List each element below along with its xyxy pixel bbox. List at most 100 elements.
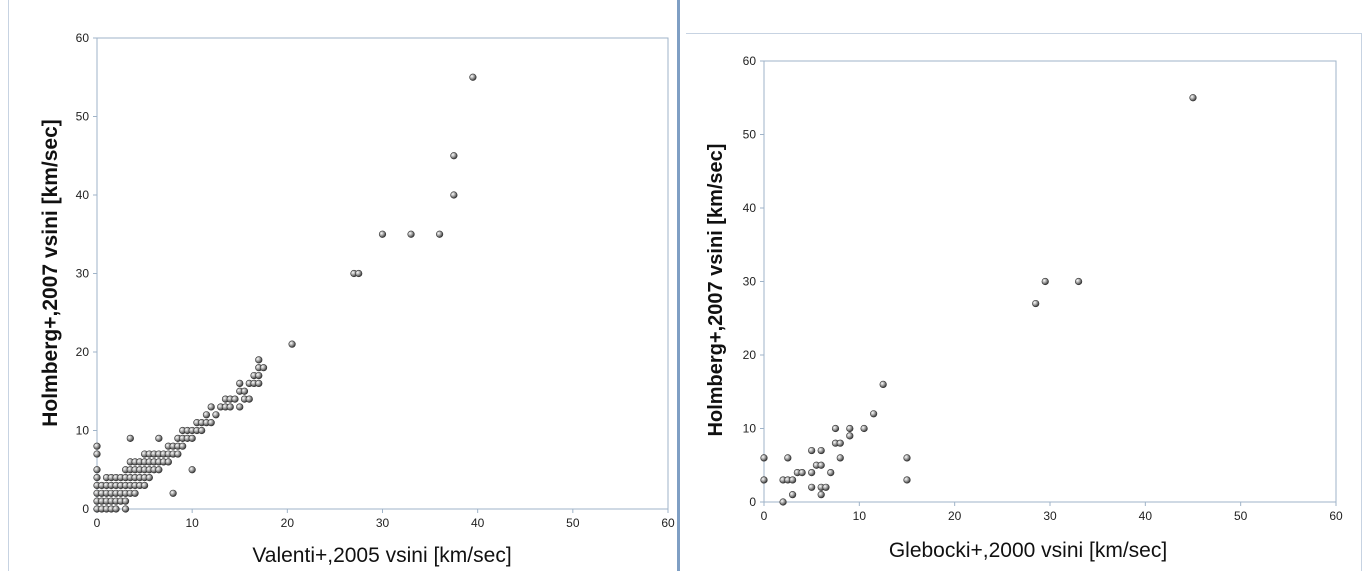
x-axis-label: Glebocki+,2000 vsini [km/sec]: [889, 539, 1167, 562]
data-point: [784, 454, 792, 462]
y-tick-label: 10: [76, 424, 90, 438]
y-axis-label: Holmberg+,2007 vsini [km/sec]: [39, 119, 62, 427]
points-group: [760, 94, 1197, 506]
right-chart-panel: 0 10 20 30 40 50 60 0 10 20 30 40 50 60 Glebocki+,20…: [682, 0, 1368, 571]
x-tick-label: 40: [1139, 509, 1153, 523]
data-point: [788, 476, 797, 484]
right-panel-top-border: [686, 33, 1362, 34]
data-point: [436, 230, 444, 238]
y-tick-label: 30: [743, 275, 757, 289]
y-tick-label: 50: [76, 110, 90, 124]
left-scatter-chart: 0 10 20 30 40 50 60 0 10 20 30 40 50 60 Valenti+,200…: [39, 31, 675, 567]
data-point: [188, 466, 196, 474]
data-point: [231, 395, 239, 403]
data-point: [174, 450, 182, 458]
right-panel-right-border: [1361, 33, 1362, 571]
data-point: [808, 483, 816, 491]
data-point: [236, 403, 244, 411]
data-point: [836, 454, 844, 462]
data-point: [355, 269, 363, 278]
x-tick-label: 50: [566, 516, 580, 530]
data-point: [1032, 299, 1040, 308]
data-point: [831, 424, 840, 433]
x-ticks-group: 0 10 20 30 40 50 60: [94, 509, 675, 530]
data-point: [846, 424, 854, 433]
data-point: [827, 469, 835, 477]
data-point: [903, 454, 911, 462]
data-point: [817, 446, 825, 455]
y-tick-label: 10: [743, 422, 757, 436]
data-point: [112, 505, 120, 513]
data-point: [245, 395, 253, 403]
data-point: [879, 380, 887, 389]
data-point: [1189, 94, 1197, 102]
data-point: [817, 491, 825, 499]
data-point: [198, 426, 206, 435]
data-point: [155, 434, 163, 442]
panel-divider: [677, 0, 680, 571]
y-axis-label-visible: Holmberg+,2007 vsini [km/sec]: [705, 144, 727, 437]
data-point: [236, 379, 244, 388]
data-point: [288, 340, 296, 348]
data-point: [407, 230, 415, 238]
data-point: [207, 403, 215, 411]
left-panel-border: [8, 0, 9, 571]
y-tick-label: 50: [743, 128, 757, 142]
data-point: [226, 403, 234, 411]
data-point: [145, 474, 153, 482]
x-tick-label: 40: [471, 516, 485, 530]
data-point: [188, 434, 196, 442]
x-tick-label: 0: [94, 516, 101, 530]
y-tick-label: 0: [82, 502, 89, 516]
data-point: [255, 356, 263, 364]
data-point: [255, 379, 263, 388]
data-point: [779, 498, 787, 506]
y-tick-label: 20: [76, 345, 90, 359]
right-scatter-chart: 0 10 20 30 40 50 60 0 10 20 30 40 50 60 Glebocki+,20…: [705, 54, 1343, 562]
data-point: [93, 442, 101, 450]
y-tick-label: 60: [743, 54, 757, 68]
data-point: [207, 419, 215, 427]
data-point: [846, 432, 854, 440]
data-point: [469, 73, 477, 81]
data-point: [860, 424, 868, 433]
x-tick-label: 30: [1043, 509, 1057, 523]
data-point: [93, 466, 101, 474]
x-tick-label: 30: [376, 516, 390, 530]
data-point: [126, 434, 134, 442]
data-point: [93, 474, 101, 482]
data-point: [822, 483, 830, 491]
data-point: [179, 442, 187, 450]
y-tick-label: 40: [743, 201, 757, 215]
data-point: [169, 489, 177, 497]
y-tick-label: 0: [749, 495, 756, 509]
data-point: [202, 411, 211, 419]
data-point: [93, 450, 101, 458]
data-point: [808, 469, 816, 477]
y-tick-label: 30: [76, 267, 90, 281]
data-point: [808, 446, 816, 455]
left-chart-panel: 0 10 20 30 40 50 60 0 10 20 30 40 50 60 Valenti+,200…: [0, 0, 680, 571]
y-ticks-group: 0 10 20 30 40 50 60: [743, 54, 764, 509]
data-point: [131, 489, 139, 497]
y-tick-label: 60: [76, 31, 90, 45]
points-group: [93, 73, 477, 513]
data-point: [259, 364, 268, 372]
x-tick-label: 60: [1329, 509, 1343, 523]
x-tick-label: 60: [661, 516, 675, 530]
data-point: [760, 454, 768, 462]
data-point: [1075, 277, 1083, 286]
data-point: [121, 497, 130, 505]
data-point: [140, 481, 149, 490]
data-point: [164, 458, 172, 466]
data-point: [903, 476, 911, 484]
x-tick-label: 0: [761, 509, 768, 523]
data-point: [121, 505, 130, 513]
data-point: [212, 411, 220, 419]
data-point: [155, 466, 163, 474]
data-point: [836, 439, 844, 447]
x-tick-label: 10: [185, 516, 199, 530]
data-point: [1041, 277, 1049, 286]
data-point: [450, 152, 458, 160]
data-point: [760, 476, 768, 484]
